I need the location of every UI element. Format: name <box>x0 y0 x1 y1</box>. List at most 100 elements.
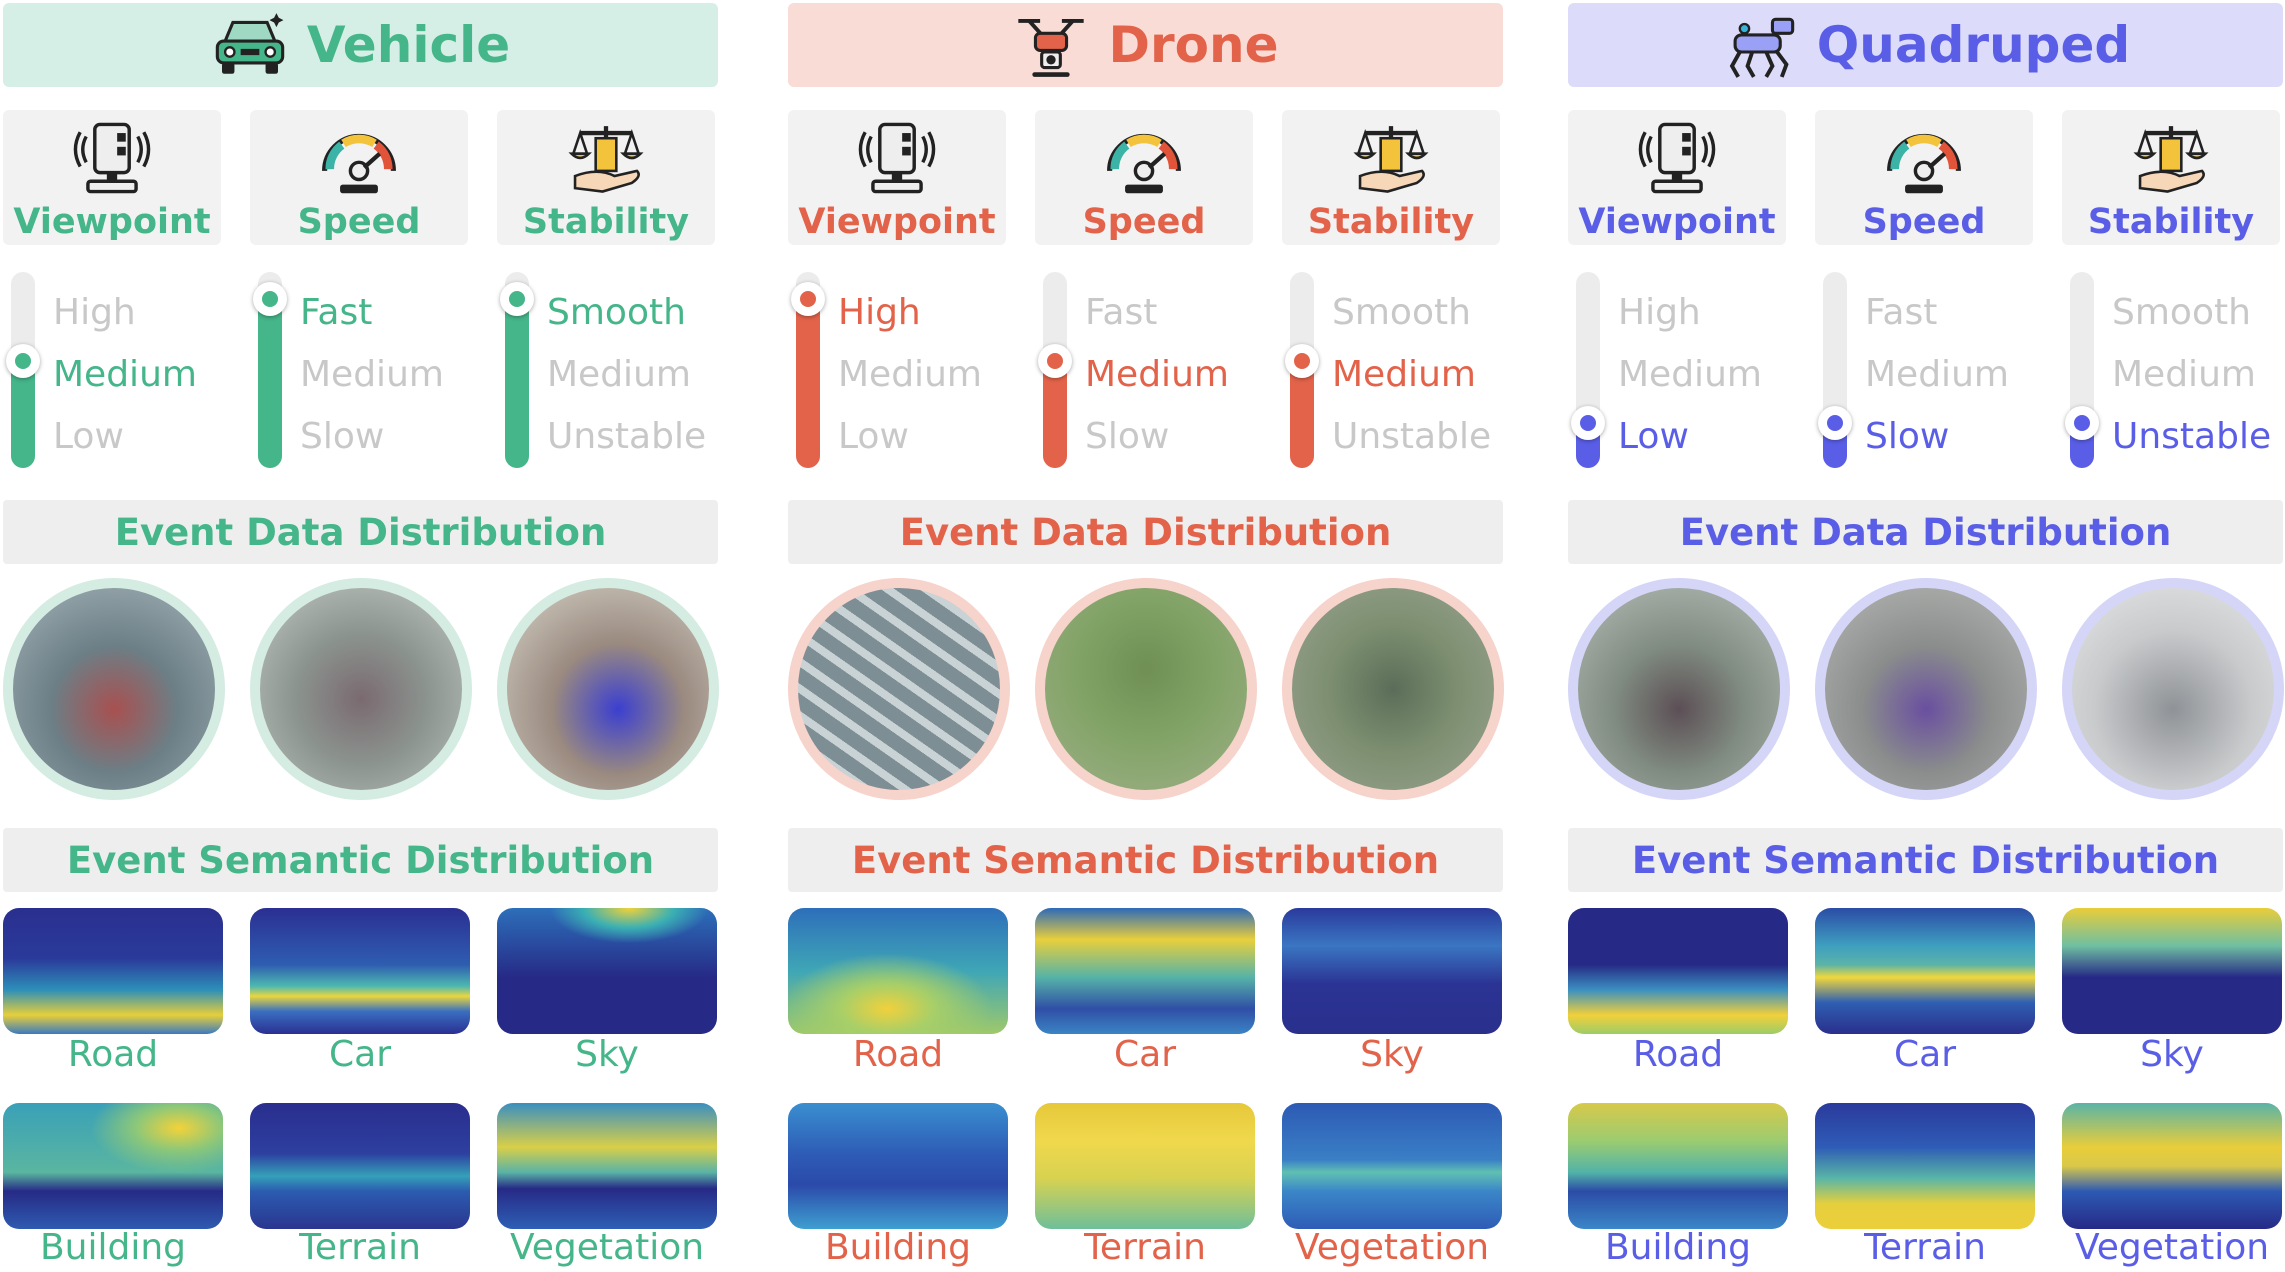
semantic-label: Sky <box>575 1034 639 1075</box>
attribute-label: Viewpoint <box>798 202 996 242</box>
slider-stability[interactable]: Smooth Medium Unstable <box>497 268 715 468</box>
semantic-heatmap-sky <box>1282 908 1502 1034</box>
balance-scale-icon <box>563 118 649 198</box>
slider-level-medium: Medium <box>1865 354 2009 395</box>
slider-viewpoint[interactable]: High Medium Low <box>788 268 1006 468</box>
platform-column-vehicle: Vehicle Viewpoint High Medium Low Speed Fast Me… <box>3 0 719 1272</box>
slider-level-high: High <box>53 292 136 333</box>
speedometer-icon <box>1101 118 1187 198</box>
slider-level-smooth: Smooth <box>547 292 686 333</box>
slider-speed[interactable]: Fast Medium Slow <box>250 268 468 468</box>
balance-scale-icon <box>2128 118 2214 198</box>
attribute-label: Viewpoint <box>13 202 211 242</box>
slider-level-medium: Medium <box>1332 354 1476 395</box>
semantic-heatmap-road <box>1568 908 1788 1034</box>
semantic-label: Terrain <box>1084 1227 1206 1268</box>
slider-level-fast: Fast <box>300 292 373 333</box>
semantic-heatmap-car <box>1035 908 1255 1034</box>
semantic-label: Sky <box>2140 1034 2204 1075</box>
slider-stability[interactable]: Smooth Medium Unstable <box>2062 268 2280 468</box>
semantic-label: Building <box>824 1227 972 1268</box>
semantic-heatmap-building <box>788 1103 1008 1229</box>
slider-knob[interactable] <box>1571 406 1605 440</box>
slider-level-medium: Medium <box>2112 354 2256 395</box>
balance-scale-icon <box>1348 118 1434 198</box>
slider-level-medium: Medium <box>547 354 691 395</box>
slider-level-slow: Slow <box>1085 416 1170 457</box>
semantic-heatmap-road <box>3 908 223 1034</box>
slider-level-medium: Medium <box>53 354 197 395</box>
semantic-heatmap-sky <box>2062 908 2282 1034</box>
semantic-heatmap-vegetation <box>2062 1103 2282 1229</box>
attribute-card-speed: Speed <box>250 110 468 245</box>
slider-level-slow: Slow <box>1865 416 1950 457</box>
platform-title: Quadruped <box>1816 16 2131 74</box>
slider-level-fast: Fast <box>1865 292 1938 333</box>
slider-knob[interactable] <box>791 282 825 316</box>
camera-icon <box>854 118 940 198</box>
semantic-label: Car <box>1894 1034 1956 1075</box>
event-sample-image <box>497 578 719 800</box>
attribute-label: Speed <box>297 202 421 242</box>
platform-title-bar: Drone <box>788 3 1503 87</box>
slider-level-medium: Medium <box>300 354 444 395</box>
semantic-heatmap-vegetation <box>497 1103 717 1229</box>
slider-stability[interactable]: Smooth Medium Unstable <box>1282 268 1500 468</box>
semantic-label: Road <box>852 1034 944 1075</box>
camera-icon <box>1634 118 1720 198</box>
slider-speed[interactable]: Fast Medium Slow <box>1815 268 2033 468</box>
attribute-label: Speed <box>1082 202 1206 242</box>
semantic-label: Vegetation <box>509 1227 705 1268</box>
platform-column-quadruped: Quadruped Viewpoint High Medium Low Speed Fast… <box>1568 0 2284 1272</box>
platform-column-drone: Drone Viewpoint High Medium Low Speed Fast Medi… <box>788 0 1504 1272</box>
event-sample-image <box>1035 578 1257 800</box>
slider-level-low: Low <box>1618 416 1689 457</box>
platform-title-bar: Vehicle <box>3 3 718 87</box>
slider-knob[interactable] <box>1038 344 1072 378</box>
car-icon <box>211 10 289 80</box>
attribute-card-speed: Speed <box>1035 110 1253 245</box>
semantic-label: Building <box>39 1227 187 1268</box>
camera-icon <box>69 118 155 198</box>
speedometer-icon <box>1881 118 1967 198</box>
semantic-heatmap-terrain <box>1035 1103 1255 1229</box>
slider-level-unstable: Unstable <box>1332 416 1492 457</box>
semantic-heatmap-car <box>250 908 470 1034</box>
slider-knob[interactable] <box>1285 344 1319 378</box>
semantic-heatmap-terrain <box>1815 1103 2035 1229</box>
semantic-label: Road <box>67 1034 159 1075</box>
semantic-label: Vegetation <box>2074 1227 2270 1268</box>
slider-knob[interactable] <box>500 282 534 316</box>
attribute-card-viewpoint: Viewpoint <box>788 110 1006 245</box>
slider-knob[interactable] <box>2065 406 2099 440</box>
attribute-card-stability: Stability <box>497 110 715 245</box>
semantic-heatmap-car <box>1815 908 2035 1034</box>
attribute-card-speed: Speed <box>1815 110 2033 245</box>
slider-level-medium: Medium <box>838 354 982 395</box>
attribute-label: Stability <box>1307 202 1475 242</box>
slider-level-unstable: Unstable <box>2112 416 2272 457</box>
slider-level-low: Low <box>838 416 909 457</box>
slider-viewpoint[interactable]: High Medium Low <box>3 268 221 468</box>
attribute-card-viewpoint: Viewpoint <box>3 110 221 245</box>
event-sample-image <box>2062 578 2284 800</box>
slider-level-smooth: Smooth <box>2112 292 2251 333</box>
semantic-label: Terrain <box>1864 1227 1986 1268</box>
slider-level-slow: Slow <box>300 416 385 457</box>
slider-viewpoint[interactable]: High Medium Low <box>1568 268 1786 468</box>
semantic-label: Car <box>1114 1034 1176 1075</box>
slider-knob[interactable] <box>253 282 287 316</box>
slider-knob[interactable] <box>1818 406 1852 440</box>
speedometer-icon <box>316 118 402 198</box>
drone-icon <box>1012 10 1090 80</box>
slider-knob[interactable] <box>6 344 40 378</box>
section-event-semantic-distribution: Event Semantic Distribution <box>788 828 1503 892</box>
attribute-card-stability: Stability <box>2062 110 2280 245</box>
event-sample-image <box>1568 578 1790 800</box>
attribute-label: Speed <box>1862 202 1986 242</box>
slider-speed[interactable]: Fast Medium Slow <box>1035 268 1253 468</box>
attribute-card-viewpoint: Viewpoint <box>1568 110 1786 245</box>
semantic-heatmap-building <box>3 1103 223 1229</box>
platform-title: Vehicle <box>306 16 511 74</box>
slider-level-medium: Medium <box>1085 354 1229 395</box>
